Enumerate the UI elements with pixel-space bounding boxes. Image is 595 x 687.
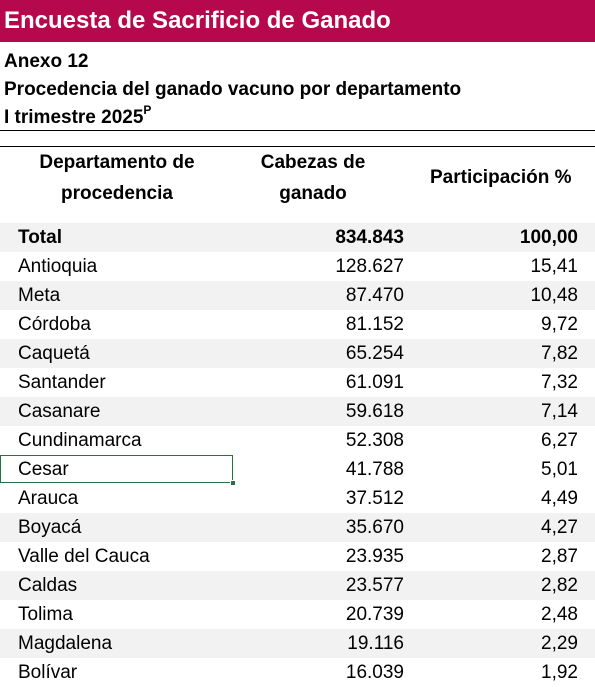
total-participacion: 100,00: [519, 227, 578, 248]
fill-handle[interactable]: [230, 480, 236, 486]
departamento-cell: Valle del Cauca: [18, 546, 150, 567]
participacion-cell: 6,27: [541, 430, 578, 451]
report-title: Encuesta de Sacrificio de Ganado: [4, 7, 391, 34]
departamento-cell: Cundinamarca: [18, 430, 142, 451]
participacion-cell: 4,27: [541, 517, 578, 538]
column-header-cabezas[interactable]: Cabezas de ganado: [238, 147, 388, 209]
participacion-cell: 2,82: [541, 575, 578, 596]
divider-header: [0, 146, 595, 147]
divider-top: [0, 130, 595, 131]
table-period: I trimestre 2025P: [4, 104, 594, 132]
cabezas-cell: 16.039: [345, 662, 404, 683]
participacion-cell: 2,29: [541, 633, 578, 654]
column-header-participacion[interactable]: Participación %: [400, 162, 595, 193]
table-row[interactable]: Meta 87.470 10,48: [0, 281, 595, 310]
cabezas-cell: 81.152: [345, 314, 404, 335]
cabezas-cell: 23.577: [345, 575, 404, 596]
table-subtitle: Procedencia del ganado vacuno por depart…: [4, 79, 462, 100]
cabezas-cell: 128.627: [335, 256, 404, 277]
table-heading: Anexo 12 Procedencia del ganado vacuno p…: [4, 48, 594, 132]
total-cabezas: 834.843: [335, 227, 404, 248]
cabezas-cell: 35.670: [345, 517, 404, 538]
cabezas-cell: 52.308: [345, 430, 404, 451]
departamento-cell: Arauca: [18, 488, 79, 509]
cabezas-cell: 23.935: [345, 546, 404, 567]
cabezas-cell: 61.091: [345, 372, 404, 393]
cabezas-cell: 19.116: [347, 633, 404, 654]
column-header-dep-line1: Departamento de: [39, 152, 195, 173]
column-header-dep-line2: procedencia: [61, 183, 173, 204]
departamento-cell: Boyacá: [18, 517, 82, 538]
column-header-cab-line2: ganado: [279, 183, 347, 204]
period-text: I trimestre 2025: [4, 107, 144, 128]
table-row-total[interactable]: Total 834.843 100,00: [0, 223, 595, 252]
table-row[interactable]: Bolívar 16.039 1,92: [0, 658, 595, 687]
provisional-mark: P: [143, 103, 152, 117]
departamento-cell: Caldas: [18, 575, 78, 596]
data-table-body: Total 834.843 100,00 Antioquia 128.627 1…: [0, 223, 595, 687]
departamento-cell: Cesar: [18, 459, 69, 480]
departamento-cell: Santander: [18, 372, 106, 393]
table-row[interactable]: Tolima 20.739 2,48: [0, 600, 595, 629]
column-header-departamento[interactable]: Departamento de procedencia: [0, 147, 234, 209]
table-row[interactable]: Valle del Cauca 23.935 2,87: [0, 542, 595, 571]
cabezas-cell: 41.788: [345, 459, 404, 480]
participacion-cell: 7,82: [541, 343, 578, 364]
table-row[interactable]: Caquetá 65.254 7,82: [0, 339, 595, 368]
table-row[interactable]: Córdoba 81.152 9,72: [0, 310, 595, 339]
table-row[interactable]: Antioquia 128.627 15,41: [0, 252, 595, 281]
participacion-cell: 7,14: [541, 401, 578, 422]
departamento-cell: Caquetá: [18, 343, 90, 364]
active-cell-border[interactable]: [0, 455, 233, 483]
participacion-cell: 2,48: [541, 604, 578, 625]
cabezas-cell: 65.254: [345, 343, 404, 364]
table-row[interactable]: Cundinamarca 52.308 6,27: [0, 426, 595, 455]
cabezas-cell: 20.739: [345, 604, 404, 625]
table-row[interactable]: Casanare 59.618 7,14: [0, 397, 595, 426]
participacion-cell: 15,41: [530, 256, 578, 277]
participacion-cell: 5,01: [541, 459, 578, 480]
participacion-cell: 4,49: [541, 488, 578, 509]
table-row[interactable]: Caldas 23.577 2,82: [0, 571, 595, 600]
column-header-cab-line1: Cabezas de: [260, 152, 366, 173]
participacion-cell: 10,48: [530, 285, 578, 306]
cabezas-cell: 37.512: [345, 488, 404, 509]
participacion-cell: 9,72: [541, 314, 578, 335]
participacion-cell: 7,32: [541, 372, 578, 393]
total-label: Total: [18, 227, 62, 248]
departamento-cell: Meta: [18, 285, 61, 306]
departamento-cell: Magdalena: [18, 633, 113, 654]
table-row[interactable]: Boyacá 35.670 4,27: [0, 513, 595, 542]
departamento-cell: Tolima: [18, 604, 73, 625]
departamento-cell: Córdoba: [18, 314, 91, 335]
departamento-cell: Antioquia: [18, 256, 98, 277]
table-row-selected[interactable]: Cesar 41.788 5,01: [0, 455, 595, 486]
participacion-cell: 1,92: [541, 662, 578, 683]
table-row[interactable]: Magdalena 19.116 2,29: [0, 629, 595, 658]
cabezas-cell: 59.618: [345, 401, 404, 422]
participacion-cell: 2,87: [541, 546, 578, 567]
column-header-par-label: Participación %: [430, 167, 572, 188]
table-row[interactable]: Santander 61.091 7,32: [0, 368, 595, 397]
cabezas-cell: 87.470: [345, 285, 404, 306]
departamento-cell: Casanare: [18, 401, 101, 422]
table-row[interactable]: Arauca 37.512 4,49: [0, 484, 595, 513]
report-banner: Encuesta de Sacrificio de Ganado: [0, 0, 595, 42]
departamento-cell: Bolívar: [18, 662, 78, 683]
annex-number: Anexo 12: [4, 51, 89, 72]
